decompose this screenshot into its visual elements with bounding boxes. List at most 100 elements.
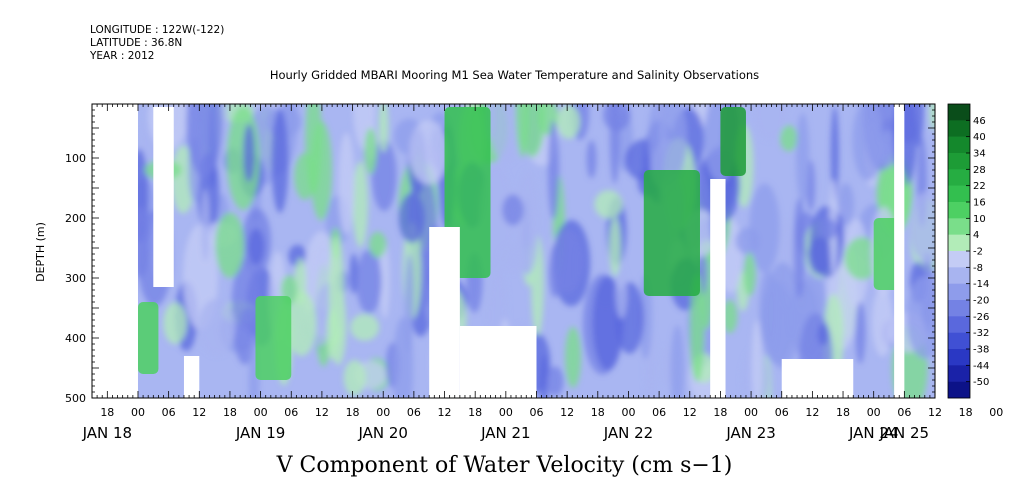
velocity-region <box>255 296 292 380</box>
x-day-label: JAN 24 <box>848 424 899 442</box>
colorbar-label: -50 <box>973 377 989 388</box>
velocity-patch <box>552 219 591 307</box>
year-label: YEAR : 2012 <box>90 50 155 62</box>
velocity-patch <box>647 104 687 187</box>
colorbar-label: -2 <box>973 247 983 258</box>
x-hour-label: 18 <box>591 406 605 419</box>
velocity-region <box>873 218 900 290</box>
velocity-patch <box>817 323 829 346</box>
velocity-patch <box>378 104 389 153</box>
velocity-region <box>643 170 700 296</box>
velocity-patch <box>516 170 540 276</box>
velocity-patch <box>350 313 380 341</box>
velocity-region <box>137 302 159 374</box>
colorbar-label: 10 <box>973 214 986 225</box>
y-tick-label: 300 <box>65 272 86 285</box>
velocity-patch <box>515 104 529 157</box>
velocity-region <box>720 107 746 176</box>
velocity-patch <box>488 104 524 164</box>
no-data-region <box>710 179 726 398</box>
x-hour-label: 06 <box>897 406 911 419</box>
velocity-patch <box>352 161 369 248</box>
colorbar-swatch <box>948 234 970 252</box>
x-day-label: JAN 23 <box>725 424 776 442</box>
velocity-patch <box>548 243 561 298</box>
no-data-regions <box>92 104 905 398</box>
velocity-patch <box>779 125 798 152</box>
velocity-patch <box>198 298 236 355</box>
x-day-label: JAN 18 <box>82 424 133 442</box>
velocity-patch <box>753 104 787 140</box>
no-data-region <box>781 359 854 398</box>
x-day-label: JAN 19 <box>235 424 286 442</box>
velocity-patch <box>247 228 265 266</box>
colorbar-label: -20 <box>973 296 989 307</box>
x-hour-label: 12 <box>192 406 206 419</box>
velocity-patch <box>749 183 780 273</box>
y-tick-label: 500 <box>65 392 86 405</box>
colorbar-swatch <box>948 120 970 137</box>
no-data-region <box>459 326 537 398</box>
x-hour-label: 00 <box>989 406 1003 419</box>
y-tick-label: 200 <box>65 212 86 225</box>
no-data-region <box>92 104 138 398</box>
velocity-patch <box>215 212 245 278</box>
longitude-label: LONGITUDE : 122W(-122) <box>90 24 225 36</box>
velocity-patch <box>186 104 223 178</box>
velocity-patch <box>239 308 259 330</box>
velocity-patch <box>906 276 935 359</box>
x-day-label: JAN 20 <box>357 424 408 442</box>
x-hour-label: 18 <box>468 406 482 419</box>
x-hour-label: 00 <box>621 406 635 419</box>
velocity-patch <box>371 139 397 212</box>
velocity-patch <box>852 104 884 181</box>
x-hour-label: 06 <box>162 406 176 419</box>
colorbar-label: 46 <box>973 116 986 127</box>
colorbar-swatch <box>948 104 970 121</box>
velocity-patch <box>796 113 810 204</box>
colorbar-swatch <box>948 381 970 399</box>
x-hour-label: 18 <box>836 406 850 419</box>
velocity-patch <box>539 354 549 398</box>
x-hour-label: 06 <box>407 406 421 419</box>
velocity-patch <box>565 326 581 388</box>
velocity-patch <box>838 183 854 226</box>
velocity-patch <box>879 130 897 169</box>
velocity-patch <box>398 193 425 243</box>
x-hour-label: 06 <box>284 406 298 419</box>
x-hour-label: 12 <box>805 406 819 419</box>
velocity-patch <box>609 104 620 184</box>
velocity-patch <box>379 242 390 319</box>
velocity-patch <box>817 218 839 240</box>
velocity-patch <box>735 227 760 255</box>
x-hour-label: 12 <box>683 406 697 419</box>
velocity-patch <box>271 108 289 214</box>
colorbar-label: -32 <box>973 328 989 339</box>
x-hour-label: 00 <box>254 406 268 419</box>
colorbar-swatch <box>948 169 970 186</box>
latitude-label: LATITUDE : 36.8N <box>90 37 183 49</box>
velocity-patch <box>392 317 414 398</box>
velocity-patch <box>661 346 673 386</box>
velocity-patch <box>287 291 317 357</box>
velocity-patch <box>871 288 893 357</box>
chart-title: Hourly Gridded MBARI Mooring M1 Sea Wate… <box>269 68 760 82</box>
colorbar-label: 40 <box>973 132 986 143</box>
plot-area <box>92 104 935 398</box>
colorbar-label: 22 <box>973 181 986 192</box>
velocity-patch <box>929 104 935 132</box>
velocity-patch <box>364 127 377 175</box>
velocity-patch <box>793 197 806 299</box>
velocity-patch <box>326 308 339 360</box>
x-hour-label: 00 <box>131 406 145 419</box>
colorbar-label: 4 <box>973 230 979 241</box>
velocity-patch <box>243 124 255 183</box>
x-hour-label: 00 <box>499 406 513 419</box>
velocity-patch <box>609 216 621 277</box>
colorbar-label: -8 <box>973 263 983 274</box>
x-day-label: JAN 22 <box>603 424 654 442</box>
velocity-patch <box>547 120 560 220</box>
colorbar-label: -44 <box>973 361 989 372</box>
no-data-region <box>153 107 174 287</box>
velocity-patch <box>294 153 316 200</box>
